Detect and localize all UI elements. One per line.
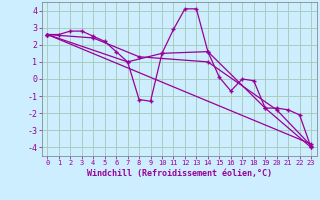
X-axis label: Windchill (Refroidissement éolien,°C): Windchill (Refroidissement éolien,°C) [87,169,272,178]
